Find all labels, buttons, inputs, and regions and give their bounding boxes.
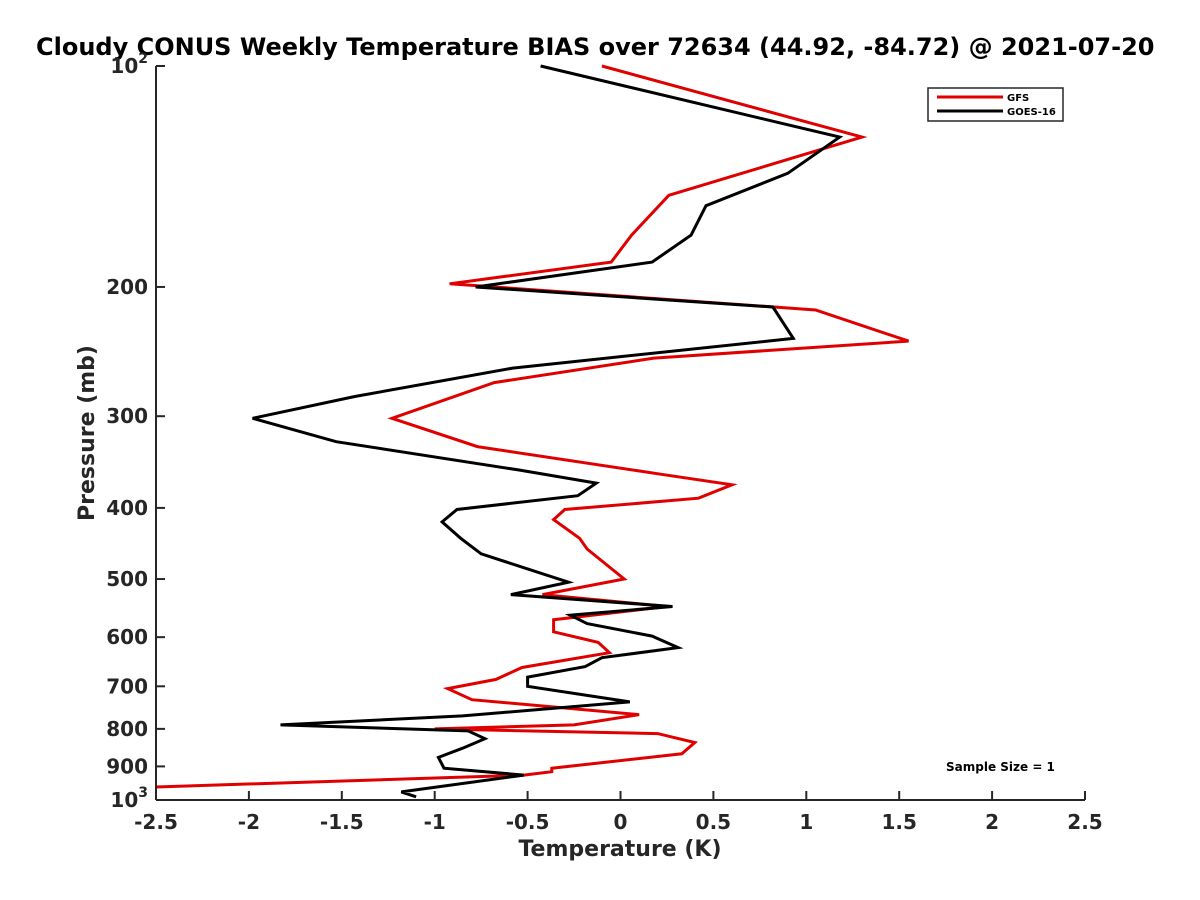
- y-tick-label: 700: [106, 674, 148, 698]
- y-tick-label: 102: [110, 51, 148, 78]
- y-tick-label: 500: [106, 567, 148, 591]
- chart-title: Cloudy CONUS Weekly Temperature BIAS ove…: [36, 33, 1154, 61]
- legend-box: [927, 87, 1064, 122]
- series-line-gfs: [155, 64, 909, 789]
- y-tick-label: 300: [106, 404, 148, 428]
- series-layer: [155, 64, 909, 799]
- y-tick-label: 900: [106, 754, 148, 778]
- x-ticks: -2.5 -2 -1.5 -1 -0.5 0 0.5 1 1.5 2 2.5: [134, 791, 1103, 834]
- x-tick-label: 1.5: [881, 810, 916, 834]
- x-tick-label: 0.5: [696, 810, 731, 834]
- axes: [155, 66, 1085, 801]
- x-tick-label: 2.5: [1067, 810, 1102, 834]
- y-ticks: 102 200 300 400 500 600 700 800 900 103: [106, 51, 165, 812]
- y-tick-label: 200: [106, 275, 148, 299]
- y-tick-label: 400: [106, 496, 148, 520]
- x-tick-label: -2: [238, 810, 260, 834]
- series-line-goes-16: [252, 64, 844, 799]
- x-tick-label: -1: [424, 810, 446, 834]
- x-tick-label: 2: [985, 810, 999, 834]
- legend-entries: GFS GOES-16: [937, 93, 1056, 118]
- x-tick-label: -2.5: [134, 810, 178, 834]
- legend-label-gfs: GFS: [1007, 93, 1029, 104]
- y-tick-label: 800: [106, 717, 148, 741]
- x-tick-label: -1.5: [320, 810, 364, 834]
- y-tick-label: 600: [106, 625, 148, 649]
- sample-size-annotation: Sample Size = 1: [946, 760, 1055, 774]
- y-axis-label: Pressure (mb): [75, 345, 100, 521]
- x-tick-label: 0: [614, 810, 628, 834]
- y-tick-label: 103: [110, 785, 148, 812]
- legend: GFS GOES-16: [927, 87, 1064, 122]
- x-tick-label: -0.5: [506, 810, 550, 834]
- legend-label-goes-16: GOES-16: [1007, 107, 1056, 118]
- x-axis-label: Temperature (K): [518, 837, 721, 862]
- x-tick-label: 1: [799, 810, 813, 834]
